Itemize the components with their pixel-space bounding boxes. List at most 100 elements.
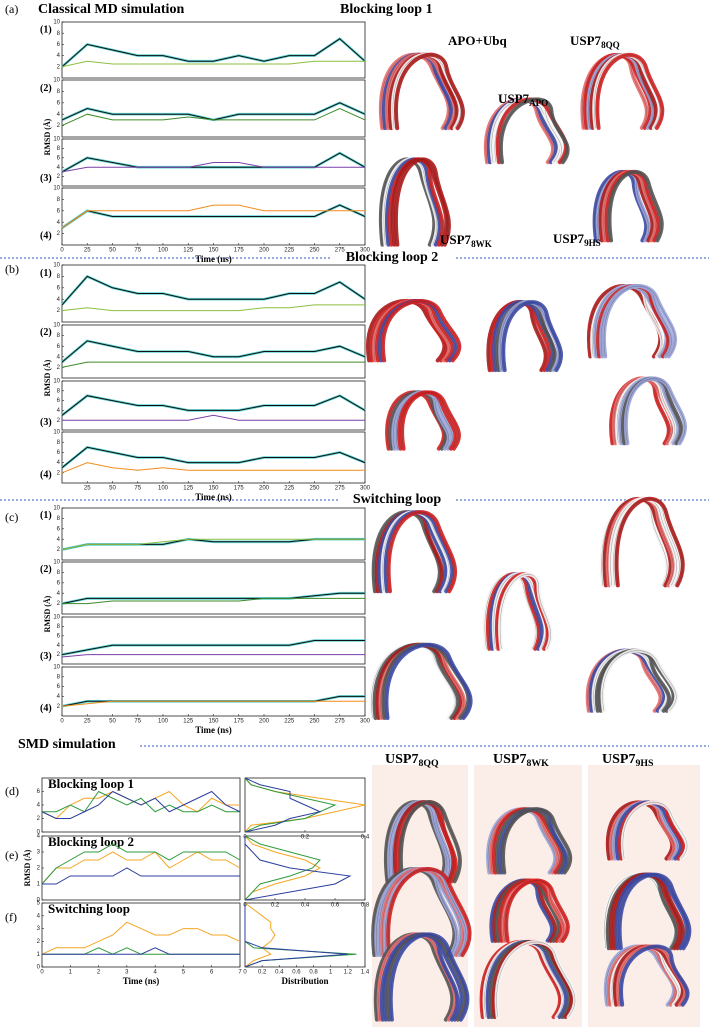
x-tick-label: 125 xyxy=(183,248,194,254)
x-tick-label: 5 xyxy=(182,970,186,976)
series-line xyxy=(61,640,365,656)
subplot-title: Blocking loop 1 xyxy=(48,776,134,791)
label-subscript: 8WK xyxy=(526,758,549,769)
x-tick-label: 100 xyxy=(158,248,169,254)
label-base: USP7 xyxy=(493,752,526,767)
x-tick-label: 1 xyxy=(69,970,73,976)
y-tick-label: 3 xyxy=(37,926,41,932)
series-line xyxy=(42,790,240,813)
ribbon-edge xyxy=(380,54,449,129)
y-tick-label: 10 xyxy=(53,506,60,512)
ribbon-edge xyxy=(387,934,466,1020)
series-line xyxy=(61,700,365,707)
x-tick-label: 4 xyxy=(153,970,157,976)
plot-frame xyxy=(41,902,241,968)
ribbon-edge xyxy=(484,573,537,649)
x-tick-label: 0 xyxy=(60,719,64,725)
series-line xyxy=(61,538,365,551)
x-tick-label: 125 xyxy=(183,719,194,725)
x-tick-label: 0.4 xyxy=(275,970,284,976)
x-tick-label: 75 xyxy=(134,719,141,725)
plot-frame xyxy=(61,138,366,187)
y-tick-label: 6 xyxy=(57,155,61,161)
distribution-line xyxy=(244,836,352,901)
panel-label: (f) xyxy=(5,910,17,924)
x-tick-label: 0.2 xyxy=(301,835,310,841)
distribution-line xyxy=(244,902,276,968)
panel-label: (e) xyxy=(5,848,18,862)
label-base: APO+Ubq xyxy=(448,33,507,48)
y-tick-label: 8 xyxy=(57,197,61,203)
ribbon-edge xyxy=(388,801,448,882)
y-tick-label: 8 xyxy=(57,674,61,680)
x-tick-label: 300 xyxy=(360,719,371,725)
x-tick-label: 50 xyxy=(109,486,116,492)
distribution-line xyxy=(244,777,337,833)
y-tick-label: 0 xyxy=(37,830,41,836)
ribbon-edge xyxy=(616,874,688,949)
y-tick-label: 4 xyxy=(37,834,41,840)
y-tick-label: 2 xyxy=(57,308,61,314)
subplot-title: Switching loop xyxy=(48,901,130,916)
header-bg xyxy=(338,492,456,508)
ribbon-edge xyxy=(588,54,654,129)
panel-label: (c) xyxy=(5,510,18,524)
ribbon-edge xyxy=(392,159,447,245)
y-tick-label: 4 xyxy=(37,803,41,809)
structure-label: USP79HS xyxy=(602,752,654,769)
y-tick-label: 1 xyxy=(37,882,41,888)
x-tick-label: 75 xyxy=(134,486,141,492)
x-tick-label: 200 xyxy=(259,486,270,492)
ribbon-edge xyxy=(395,159,450,245)
ribbon-edge xyxy=(388,511,456,592)
y-tick-label: 0 xyxy=(37,898,41,904)
subpanel-label: (3) xyxy=(40,651,52,662)
y-tick-label: 6 xyxy=(57,633,61,639)
label-base: USP7 xyxy=(570,33,602,48)
series-line xyxy=(61,395,366,416)
x-tick-label: 2 xyxy=(97,970,101,976)
subplot-title: Blocking loop 2 xyxy=(48,834,134,849)
series-line xyxy=(61,304,365,312)
x-tick-label: 50 xyxy=(109,248,116,254)
x-tick-label: 150 xyxy=(208,248,219,254)
y-tick-label: 6 xyxy=(57,526,61,532)
x-tick-label: 300 xyxy=(360,486,371,492)
series-line xyxy=(61,38,366,68)
y-tick-label: 6 xyxy=(57,580,61,586)
series-line xyxy=(61,204,366,229)
x-tick-label: 150 xyxy=(208,486,219,492)
x-tick-label: 25 xyxy=(84,719,91,725)
label-base: USP7 xyxy=(440,232,472,247)
y-tick-label: 2 xyxy=(57,174,61,180)
y-tick-label: 4 xyxy=(57,460,61,466)
ribbon-edge xyxy=(373,511,440,592)
subpanel-label: (4) xyxy=(40,470,52,481)
plot-frame xyxy=(61,79,366,138)
x-tick-label: 1.2 xyxy=(344,970,353,976)
structure-label: USP78WK xyxy=(493,752,549,769)
y-tick-label: 2 xyxy=(57,470,61,476)
y-tick-label: 8 xyxy=(57,388,61,394)
y-tick-label: 8 xyxy=(57,274,61,280)
label-subscript: 8QQ xyxy=(601,40,620,50)
ribbon-edge xyxy=(401,392,460,449)
series-line xyxy=(41,851,241,885)
y-axis-label: RMSD (Å) xyxy=(23,849,32,886)
x-tick-label: 150 xyxy=(208,719,219,725)
subpanel-label: (1) xyxy=(40,268,52,279)
header: Classical MD simulation xyxy=(38,2,184,17)
x-axis-label: Distribution xyxy=(281,976,328,986)
x-tick-label: 0.2 xyxy=(271,903,280,909)
subpanel-label: (2) xyxy=(40,327,52,338)
x-tick-label: 275 xyxy=(335,719,346,725)
x-tick-label: 125 xyxy=(183,486,194,492)
ribbon-edge xyxy=(613,498,680,586)
plot-frame xyxy=(61,324,366,379)
series-line xyxy=(61,462,365,474)
series-line xyxy=(62,414,365,421)
x-tick-label: 175 xyxy=(234,486,245,492)
header-bg xyxy=(330,250,454,266)
x-tick-label: 3 xyxy=(125,970,129,976)
